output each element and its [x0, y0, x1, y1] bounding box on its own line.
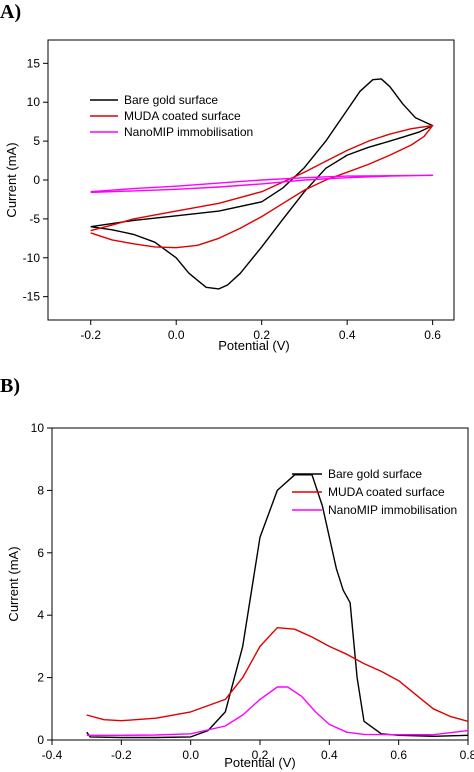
- x-tick-label: 0.6: [424, 328, 441, 342]
- series-line-2: [90, 124, 434, 249]
- legend-label: MUDA coated surface: [124, 109, 241, 123]
- series-line-1: [90, 78, 434, 290]
- y-tick-label: 15: [27, 56, 41, 70]
- series-line-3: [86, 686, 468, 736]
- legend: Bare gold surface MUDA coated surface Nano…: [292, 467, 457, 517]
- x-tick-label: 0.4: [339, 328, 356, 342]
- series-line-2: [86, 627, 468, 722]
- legend-label: Bare gold surface: [328, 467, 422, 481]
- y-tick-label: 5: [33, 134, 40, 148]
- chart-panel-a: A) -0.2 0.0 0.2 0.4 0.6 -15 -10 -5 0 5 10 15 Potentia…: [0, 1, 455, 353]
- plot-frame: [47, 39, 455, 321]
- x-tick-label: 0.4: [321, 748, 338, 762]
- y-tick-label: 8: [37, 483, 44, 497]
- x-tick-label: 0.6: [390, 748, 407, 762]
- series-line-3: [90, 174, 434, 194]
- legend-label: NanoMIP immobilisation: [328, 503, 457, 517]
- x-tick-label: 0.0: [182, 748, 199, 762]
- y-tick-label: 0: [33, 173, 40, 187]
- y-tick-label: -15: [23, 290, 41, 304]
- panel-label: B): [0, 375, 20, 397]
- x-axis-label: Potential (V): [218, 338, 290, 353]
- y-tick-label: 4: [37, 608, 44, 622]
- x-tick-label: 0.2: [253, 328, 270, 342]
- x-axis-label: Potential (V): [224, 755, 296, 770]
- chart-panel-b: B) -0.4 -0.2 0.0 0.2 0.4 0.6 0.8 0 2 4 6 8 10 Potentia…: [0, 375, 474, 770]
- x-tick-label: -0.4: [42, 748, 63, 762]
- y-axis-label: Current (mA): [4, 142, 19, 217]
- legend-label: MUDA coated surface: [328, 485, 445, 499]
- y-axis-label: Current (mA): [6, 546, 21, 621]
- y-tick-label: -10: [23, 251, 41, 265]
- y-tick-label: 6: [37, 546, 44, 560]
- x-tick-label: -0.2: [80, 328, 101, 342]
- y-tick-label: -5: [29, 212, 40, 226]
- y-tick-label: 10: [27, 95, 41, 109]
- panel-label: A): [0, 1, 21, 23]
- x-tick-label: 0.0: [168, 328, 185, 342]
- x-tick-label: 0.8: [460, 748, 474, 762]
- y-tick-label: 2: [37, 671, 44, 685]
- y-tick-label: 0: [37, 733, 44, 747]
- x-tick-label: -0.2: [111, 748, 132, 762]
- legend-label: NanoMIP immobilisation: [124, 125, 253, 139]
- x-tick-label: 0.2: [252, 748, 269, 762]
- legend-label: Bare gold surface: [124, 93, 218, 107]
- y-tick-label: 10: [31, 421, 45, 435]
- legend: Bare gold surface MUDA coated surface Nano…: [90, 93, 253, 139]
